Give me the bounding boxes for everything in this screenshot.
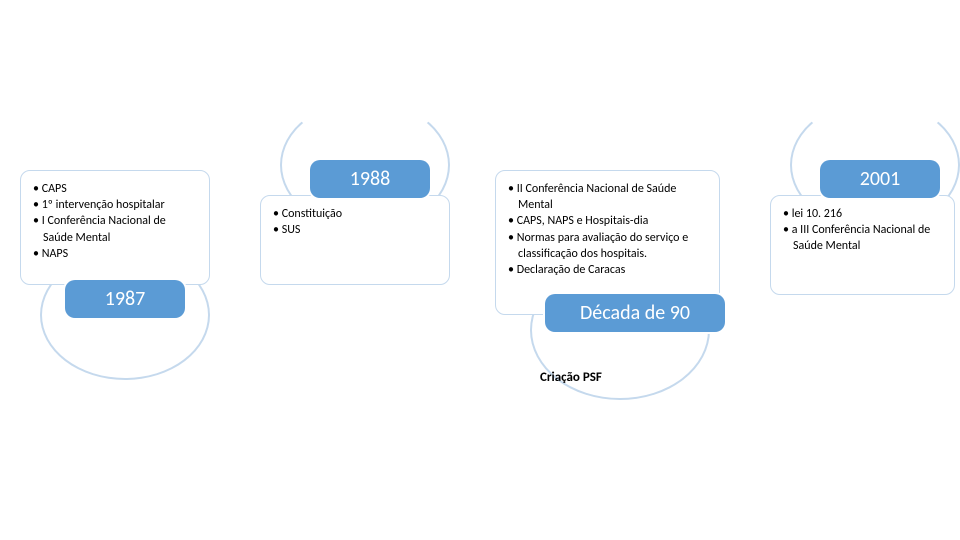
s1988-content-box: ConstituiçãoSUS (260, 195, 450, 285)
s1987-year-pill: 1987 (65, 280, 185, 318)
s1987-item: NAPS (33, 246, 197, 262)
s1987-item: CAPS (33, 181, 197, 197)
s2001-item: lei 10. 216 (783, 206, 942, 222)
s2001-year-pill: 2001 (820, 160, 940, 198)
s1987-item-list: CAPS1º intervenção hospitalarI Conferênc… (33, 181, 197, 262)
extra-label-psf: Criação PSF (540, 370, 602, 385)
s1987-item: 1º intervenção hospitalar (33, 197, 197, 213)
s90s-item: II Conferência Nacional de Saúde Mental (508, 181, 707, 213)
s1988-item: Constituição (273, 206, 437, 222)
s90s-item-list: II Conferência Nacional de Saúde MentalC… (508, 181, 707, 278)
s1987-item: I Conferência Nacional de Saúde Mental (33, 213, 197, 245)
s2001-item: a III Conferência Nacional de Saúde Ment… (783, 222, 942, 254)
s90s-item: CAPS, NAPS e Hospitais-dia (508, 213, 707, 229)
s1988-item: SUS (273, 222, 437, 238)
s1987-content-box: CAPS1º intervenção hospitalarI Conferênc… (20, 170, 210, 285)
s2001-content-box: lei 10. 216a III Conferência Nacional de… (770, 195, 955, 295)
s1988-item-list: ConstituiçãoSUS (273, 206, 437, 238)
s90s-item: Normas para avaliação do serviço e class… (508, 230, 707, 262)
s90s-year-pill: Década de 90 (545, 294, 725, 332)
s1988-year-pill: 1988 (310, 160, 430, 198)
s2001-item-list: lei 10. 216a III Conferência Nacional de… (783, 206, 942, 255)
s90s-item: Declaração de Caracas (508, 262, 707, 278)
